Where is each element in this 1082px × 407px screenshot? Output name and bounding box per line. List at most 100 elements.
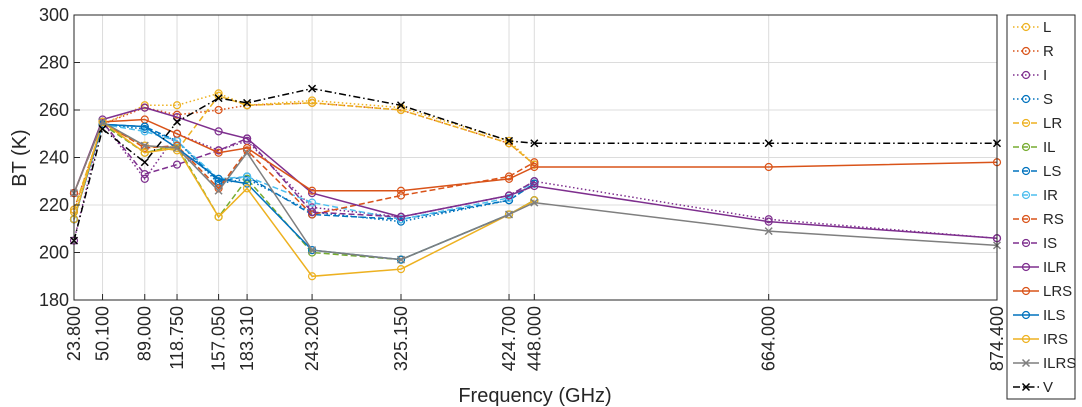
series-line-R bbox=[73, 102, 535, 211]
data-point-ILS bbox=[214, 174, 223, 183]
x-tick-label: 424.700 bbox=[499, 306, 519, 371]
data-point-LR bbox=[530, 160, 539, 169]
data-point-LRS bbox=[214, 148, 223, 157]
y-tick-label: 200 bbox=[39, 243, 69, 263]
series-ILR bbox=[69, 103, 1002, 243]
data-point-ILRS bbox=[214, 186, 223, 195]
data-point-ILR bbox=[242, 134, 252, 143]
data-point-V bbox=[504, 136, 514, 145]
data-point-IRS bbox=[396, 265, 406, 274]
series-line-V bbox=[73, 87, 997, 241]
data-point-LR bbox=[214, 91, 223, 100]
legend-marker bbox=[1021, 238, 1031, 248]
data-point-ILRS bbox=[504, 210, 514, 219]
legend-marker bbox=[1021, 70, 1031, 80]
data-point-LRS bbox=[396, 186, 406, 195]
data-point-LRS bbox=[530, 162, 539, 172]
x-tick-label: 23.800 bbox=[64, 306, 84, 361]
series-line-IS bbox=[73, 120, 535, 218]
legend-marker bbox=[1021, 310, 1031, 320]
data-point-S bbox=[396, 217, 406, 226]
x-tick-label: 183.310 bbox=[237, 306, 257, 371]
data-point-R bbox=[214, 105, 223, 115]
series-line-IRS bbox=[73, 120, 535, 278]
legend-label: LR bbox=[1043, 115, 1062, 132]
legend-marker bbox=[1021, 166, 1031, 176]
data-point-RS bbox=[396, 191, 406, 200]
series-ILRS bbox=[69, 117, 1002, 264]
legend-label: LS bbox=[1043, 163, 1061, 180]
data-point-ILR bbox=[504, 191, 514, 200]
legend-item-V: V bbox=[1013, 379, 1053, 396]
legend-label: S bbox=[1043, 91, 1053, 108]
legend-item-IS: IS bbox=[1013, 235, 1057, 252]
data-point-IRS bbox=[242, 184, 252, 193]
data-point-ILR bbox=[214, 127, 223, 136]
data-point-IRS bbox=[98, 117, 107, 126]
legend-marker bbox=[1021, 214, 1031, 224]
data-point-S bbox=[214, 179, 223, 188]
data-point-LRS bbox=[172, 129, 182, 138]
data-point-ILRS bbox=[308, 246, 317, 255]
data-point-LRS bbox=[764, 162, 773, 172]
data-point-L bbox=[307, 96, 317, 105]
series-line-RS bbox=[73, 120, 535, 216]
legend-item-LR: LR bbox=[1013, 115, 1062, 132]
x-ticks: 23.800 50.100 89.000 118.750 157.050 183.310 2… bbox=[64, 294, 1007, 371]
data-point-ILR bbox=[140, 103, 149, 112]
legend-item-LRS: LRS bbox=[1013, 283, 1072, 300]
series-line-S bbox=[73, 123, 535, 223]
series-line-ILR bbox=[73, 106, 998, 240]
series-line-I bbox=[73, 120, 998, 241]
legend-marker bbox=[1021, 286, 1031, 296]
data-point-ILR bbox=[307, 189, 317, 198]
legend-marker bbox=[1021, 382, 1031, 392]
y-tick-label: 280 bbox=[39, 53, 69, 73]
legend-label: ILRS bbox=[1043, 355, 1076, 372]
series-line-ILRS bbox=[73, 120, 998, 261]
legend-label: IR bbox=[1043, 187, 1058, 204]
data-point-V bbox=[396, 101, 406, 110]
legend-label: L bbox=[1043, 19, 1051, 36]
legend-item-I: I bbox=[1013, 67, 1047, 84]
legend-item-ILRS: ILRS bbox=[1013, 355, 1076, 372]
y-tick-label: 300 bbox=[39, 5, 69, 25]
data-point-ILRS bbox=[530, 198, 539, 207]
legend-label: LRS bbox=[1043, 283, 1072, 300]
data-point-RS bbox=[140, 143, 149, 153]
legend-item-ILR: ILR bbox=[1013, 259, 1067, 276]
legend-marker bbox=[1021, 22, 1031, 32]
data-point-IRS bbox=[140, 148, 149, 157]
data-point-R bbox=[172, 110, 182, 119]
data-point-ILRS bbox=[98, 117, 107, 126]
data-point-RS bbox=[307, 210, 317, 219]
legend-marker bbox=[1021, 118, 1031, 128]
legend-marker bbox=[1021, 262, 1031, 272]
legend-item-S: S bbox=[1013, 91, 1053, 108]
data-point-RS bbox=[530, 158, 539, 167]
legend-label: ILR bbox=[1043, 259, 1067, 276]
data-point-ILRS bbox=[396, 255, 406, 264]
y-tick-label: 240 bbox=[39, 148, 69, 168]
x-tick-label: 157.050 bbox=[209, 306, 229, 371]
legend-item-L: L bbox=[1013, 19, 1051, 36]
legend-item-IRS: IRS bbox=[1013, 331, 1068, 348]
series-line-IR bbox=[73, 123, 535, 221]
data-point-LRS bbox=[504, 174, 514, 183]
data-point-IRS bbox=[307, 272, 317, 281]
x-tick-label: 874.400 bbox=[987, 306, 1007, 371]
legend-label: V bbox=[1043, 379, 1053, 396]
data-point-IS bbox=[140, 170, 149, 179]
legend-label: RS bbox=[1043, 211, 1064, 228]
data-point-ILR bbox=[530, 181, 539, 191]
data-point-ILRS bbox=[140, 141, 149, 150]
data-point-IRS bbox=[214, 212, 223, 221]
x-tick-label: 118.750 bbox=[167, 306, 187, 370]
y-axis-label: BT (K) bbox=[9, 129, 31, 186]
data-point-LRS bbox=[307, 186, 317, 195]
data-point-IL bbox=[242, 174, 252, 183]
data-point-IRS bbox=[504, 210, 514, 219]
x-tick-label: 664.000 bbox=[759, 306, 779, 371]
data-point-ILRS bbox=[173, 143, 182, 153]
data-point-V bbox=[140, 158, 149, 167]
